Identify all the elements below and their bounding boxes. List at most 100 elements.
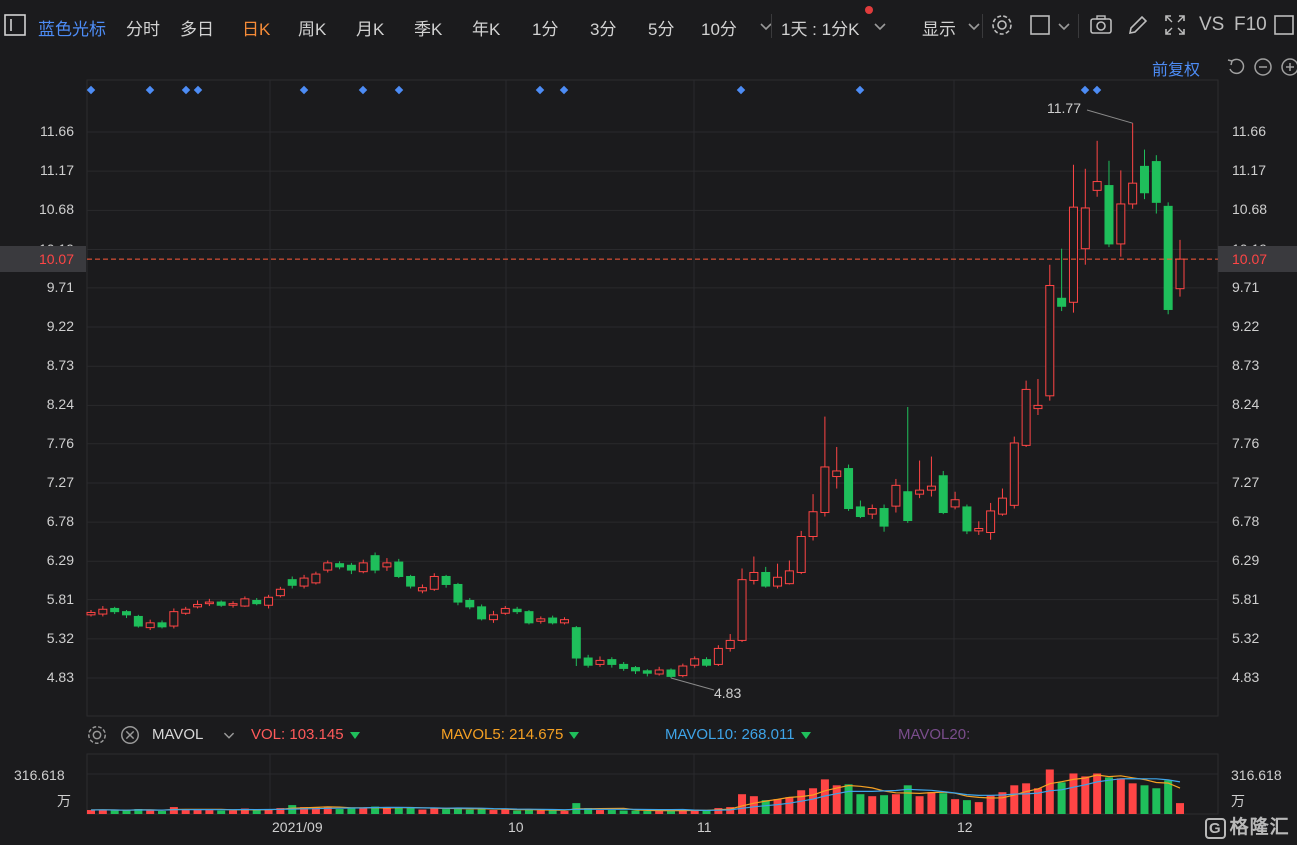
price-tick-label: 9.22 — [1232, 318, 1260, 335]
volume-bar — [382, 808, 391, 814]
tab-1min[interactable]: 1分 — [532, 20, 559, 39]
event-marker — [736, 85, 746, 95]
event-marker — [299, 85, 309, 95]
candle-body — [548, 617, 558, 624]
display-menu[interactable]: 显示 — [922, 20, 956, 39]
volume-bar — [619, 810, 628, 814]
chevron-down-icon[interactable] — [222, 724, 236, 750]
high-price-label: 11.77 — [1047, 100, 1081, 116]
price-tick-label: 6.29 — [1232, 552, 1260, 569]
candle-body — [867, 508, 877, 515]
stock-name[interactable]: 蓝色光标 — [38, 20, 106, 39]
volume-bar — [1116, 778, 1125, 814]
candle-body — [382, 562, 392, 568]
volume-bar — [193, 809, 202, 814]
fullscreen-icon[interactable] — [1163, 13, 1187, 39]
candle-body — [358, 562, 368, 573]
tab-10min[interactable]: 10分 — [701, 20, 737, 39]
volume-bar — [1128, 783, 1137, 814]
tab-intraday[interactable]: 分时 — [126, 20, 160, 39]
candle-body — [1163, 205, 1173, 310]
volume-bar — [406, 808, 415, 814]
tab-quarterly-k[interactable]: 季K — [414, 20, 443, 39]
price-tick-label: 4.83 — [1232, 669, 1260, 685]
tab-monthly-k[interactable]: 月K — [356, 20, 385, 39]
volume-bar — [134, 809, 143, 814]
window-icon[interactable] — [1272, 13, 1296, 39]
square-icon[interactable] — [1028, 13, 1052, 39]
candle-body — [429, 575, 439, 590]
candle-body — [1045, 284, 1055, 397]
candle-body — [216, 601, 226, 606]
volume-unit-left: 万 — [57, 793, 71, 809]
volume-bar — [797, 790, 806, 814]
candle-body — [725, 639, 735, 649]
chevron-down-icon[interactable] — [1052, 14, 1070, 40]
zoom-out-icon[interactable] — [1253, 57, 1273, 77]
undo-icon[interactable] — [1226, 57, 1246, 77]
tab-weekly-k[interactable]: 周K — [298, 20, 327, 39]
volume-bar — [1140, 785, 1149, 814]
chevron-down-icon[interactable] — [962, 14, 980, 40]
period-select[interactable]: 1天 : 1分K — [781, 20, 860, 39]
tab-daily-k[interactable]: 日K — [242, 20, 271, 39]
volume-axis-max-right: 316.618 — [1231, 767, 1282, 783]
volume-bar — [264, 809, 273, 814]
f10-button[interactable]: F10 — [1234, 14, 1267, 35]
volume-bar — [276, 808, 285, 814]
volume-bar — [809, 788, 818, 814]
candle-body — [915, 489, 925, 495]
candle-body — [157, 622, 167, 628]
volume-bar — [205, 810, 214, 814]
candle-body — [465, 599, 475, 608]
event-marker — [358, 85, 368, 95]
price-tick-label: 5.32 — [1232, 629, 1260, 646]
volume-axis-max-left: 316.618 — [14, 767, 65, 783]
candle-body — [690, 658, 700, 666]
sidebar-toggle-icon[interactable] — [3, 13, 27, 39]
camera-icon[interactable] — [1089, 13, 1113, 39]
candle-body — [536, 618, 546, 622]
indicator-select[interactable]: MAVOL — [152, 726, 204, 743]
tab-yearly-k[interactable]: 年K — [472, 20, 501, 39]
candle-body — [855, 506, 865, 518]
price-tick-label: 6.78 — [46, 513, 74, 530]
candle-body — [571, 627, 581, 659]
tab-multi-day[interactable]: 多日 — [180, 20, 214, 39]
chevron-down-icon[interactable] — [754, 14, 772, 40]
price-tick-label: 8.73 — [1232, 357, 1260, 374]
candle-body — [666, 669, 676, 677]
tab-5min[interactable]: 5分 — [648, 20, 675, 39]
tab-3min[interactable]: 3分 — [590, 20, 617, 39]
candle-body — [417, 587, 427, 592]
gear-icon[interactable] — [86, 724, 108, 750]
price-tick-label: 11.17 — [1232, 162, 1266, 179]
volume-bar — [998, 792, 1007, 814]
adjust-mode-button[interactable]: 前复权 — [1152, 62, 1201, 79]
candle-body — [287, 579, 297, 586]
vs-button[interactable]: VS — [1199, 14, 1225, 35]
volume-bar — [726, 807, 735, 814]
candle-body — [86, 611, 96, 616]
candle-body — [488, 614, 498, 621]
candle-body — [678, 665, 688, 677]
event-marker — [1080, 85, 1090, 95]
candle-body — [1139, 165, 1149, 194]
volume-bar — [903, 785, 912, 814]
candle-body — [122, 611, 132, 616]
candle-body — [891, 484, 901, 507]
candle-body — [406, 575, 416, 587]
volume-bar — [927, 792, 936, 814]
pencil-icon[interactable] — [1126, 13, 1150, 39]
gear-icon[interactable] — [990, 13, 1014, 39]
chevron-down-icon[interactable] — [868, 14, 886, 40]
zoom-in-icon[interactable] — [1280, 57, 1297, 77]
volume-bar — [87, 810, 95, 814]
candle-body — [133, 615, 143, 627]
price-tick-label: 11.17 — [40, 162, 74, 179]
event-marker — [855, 85, 865, 95]
price-tick-label: 8.24 — [1232, 396, 1260, 413]
close-icon[interactable] — [119, 724, 141, 750]
price-tick-label: 5.32 — [46, 629, 74, 646]
